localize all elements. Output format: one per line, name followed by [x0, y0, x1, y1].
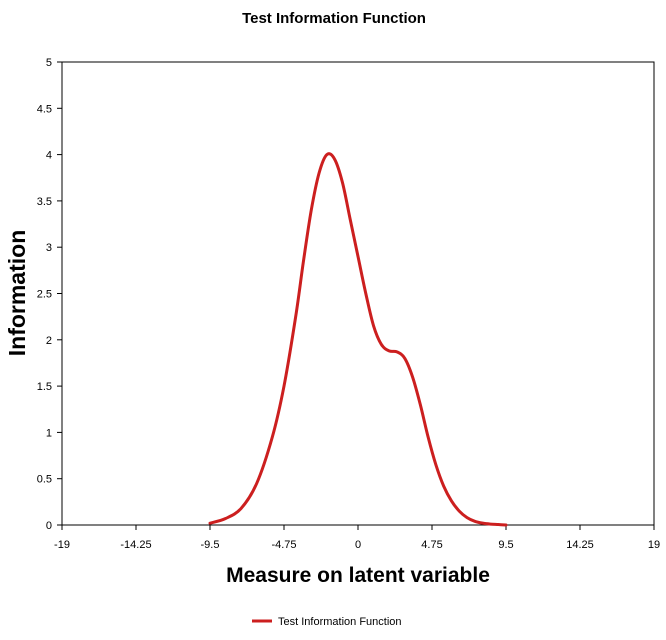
x-axis-label: Measure on latent variable	[226, 564, 490, 587]
legend: Test Information Function	[252, 616, 402, 628]
y-tick-label: 1	[46, 427, 52, 439]
chart-title: Test Information Function	[242, 10, 426, 27]
x-tick-label: 0	[355, 539, 361, 551]
x-tick-label: -9.5	[201, 539, 220, 551]
y-axis: 0 0.5 1 1.5 2 2.5 3 3.5 4 4.5 5	[37, 57, 62, 532]
y-axis-label: Information	[4, 230, 30, 357]
plot-area	[61, 61, 655, 526]
y-tick-label: 4	[46, 150, 52, 162]
x-tick-label: -4.75	[271, 539, 296, 551]
y-tick-label: 3	[46, 242, 52, 254]
y-tick-label: 1.5	[37, 381, 52, 393]
series-layer	[208, 152, 508, 527]
legend-label: Test Information Function	[278, 616, 402, 628]
series-line	[208, 152, 508, 527]
x-tick-label: -14.25	[120, 539, 151, 551]
x-tick-label: 9.5	[498, 539, 513, 551]
y-tick-label: 0	[46, 520, 52, 532]
y-tick-label: 2	[46, 335, 52, 347]
x-tick-label: 14.25	[566, 539, 594, 551]
x-tick-label: -19	[54, 539, 70, 551]
x-tick-label: 4.75	[421, 539, 442, 551]
y-tick-label: 2.5	[37, 289, 52, 301]
y-tick-label: 3.5	[37, 196, 52, 208]
y-tick-label: 0.5	[37, 474, 52, 486]
x-axis: -19 -14.25 -9.5 -4.75 0 4.75 9.5 14.25 19	[54, 525, 660, 551]
y-tick-label: 5	[46, 57, 52, 69]
x-tick-label: 19	[648, 539, 660, 551]
y-tick-label: 4.5	[37, 103, 52, 115]
